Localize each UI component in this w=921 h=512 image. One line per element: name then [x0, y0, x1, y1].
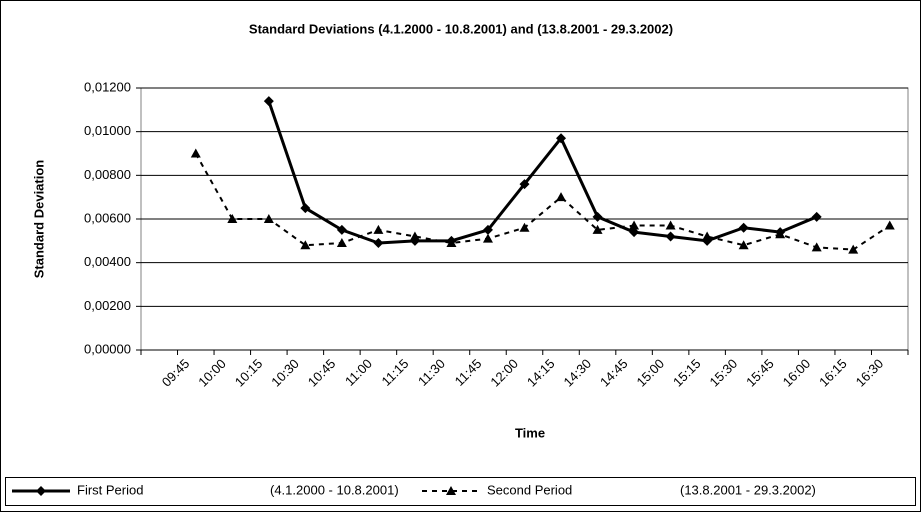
point — [738, 222, 749, 233]
point — [556, 192, 567, 202]
point — [592, 224, 603, 234]
point — [300, 203, 311, 214]
point — [373, 238, 384, 249]
point — [300, 240, 311, 250]
point — [227, 214, 238, 223]
y-tick-label: 0,00200 — [84, 298, 131, 313]
point — [409, 231, 420, 241]
point — [190, 148, 201, 158]
point — [702, 231, 713, 241]
x-axis-label: Time — [515, 425, 545, 440]
legend-label: Second Period — [487, 482, 572, 497]
point — [629, 227, 640, 238]
point — [336, 238, 347, 248]
y-axis-label: Standard Deviation — [31, 160, 46, 279]
y-tick-label: 0,00000 — [84, 341, 131, 356]
point — [848, 244, 859, 254]
y-tick-label: 0,00400 — [84, 254, 131, 269]
point — [811, 211, 822, 222]
point — [519, 179, 530, 190]
point — [556, 133, 567, 144]
legend-marker — [36, 486, 46, 496]
point — [629, 220, 640, 230]
legend-period: (4.1.2000 - 10.8.2001) — [270, 482, 399, 497]
y-tick-label: 0,01000 — [84, 123, 131, 138]
point — [519, 222, 530, 232]
legend-label: First Period — [77, 482, 143, 497]
y-tick-label: 0,01200 — [84, 79, 131, 94]
point — [373, 224, 384, 234]
y-tick-label: 0,00600 — [84, 210, 131, 225]
y-tick-label: 0,00800 — [84, 167, 131, 182]
point — [482, 233, 493, 243]
series-line — [194, 153, 891, 251]
point — [665, 220, 676, 230]
point — [263, 96, 274, 107]
legend — [5, 477, 916, 506]
point — [336, 224, 347, 235]
point — [446, 238, 457, 248]
point — [263, 214, 274, 223]
point — [665, 231, 676, 242]
legend-marker — [446, 486, 456, 495]
point — [738, 240, 749, 250]
point — [482, 224, 493, 235]
point — [592, 211, 603, 222]
point — [884, 220, 895, 230]
point — [811, 242, 822, 252]
chart-title: Standard Deviations (4.1.2000 - 10.8.200… — [249, 21, 673, 36]
point — [775, 229, 786, 239]
legend-period: (13.8.2001 - 29.3.2002) — [680, 482, 816, 497]
